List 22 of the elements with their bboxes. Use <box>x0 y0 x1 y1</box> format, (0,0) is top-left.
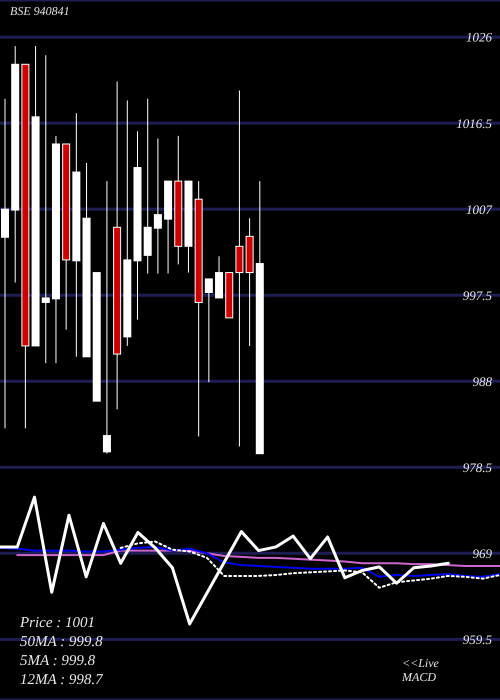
chart-title: BSE 940841 <box>10 4 70 19</box>
y-tick-label: 1026 <box>466 30 492 45</box>
candlestick <box>154 138 162 274</box>
y-tick-label: 969 <box>472 546 492 561</box>
annotation: Price : 1001 <box>20 614 96 633</box>
y-tick-label: 988 <box>472 374 492 389</box>
candlestick <box>204 278 213 383</box>
candlestick <box>102 180 111 454</box>
y-tick-label: 959.5 <box>462 632 492 647</box>
annotation: 5MA : 999.8 <box>20 652 96 671</box>
candlestick <box>235 90 244 447</box>
annotation: 12MA : 998.7 <box>20 671 103 690</box>
y-tick-label: 1016.5 <box>456 116 492 131</box>
y-tick-label: 978.5 <box>462 460 492 475</box>
y-tick-label: 1007 <box>466 202 492 217</box>
annotation: <<Live MACD <box>402 656 440 684</box>
annotation: 50MA : 999.8 <box>20 633 103 652</box>
candlestick <box>42 54 50 364</box>
y-tick-label: 997.5 <box>462 288 492 303</box>
line-series <box>16 550 500 567</box>
candlestick <box>1 98 9 429</box>
line-series <box>0 546 500 578</box>
